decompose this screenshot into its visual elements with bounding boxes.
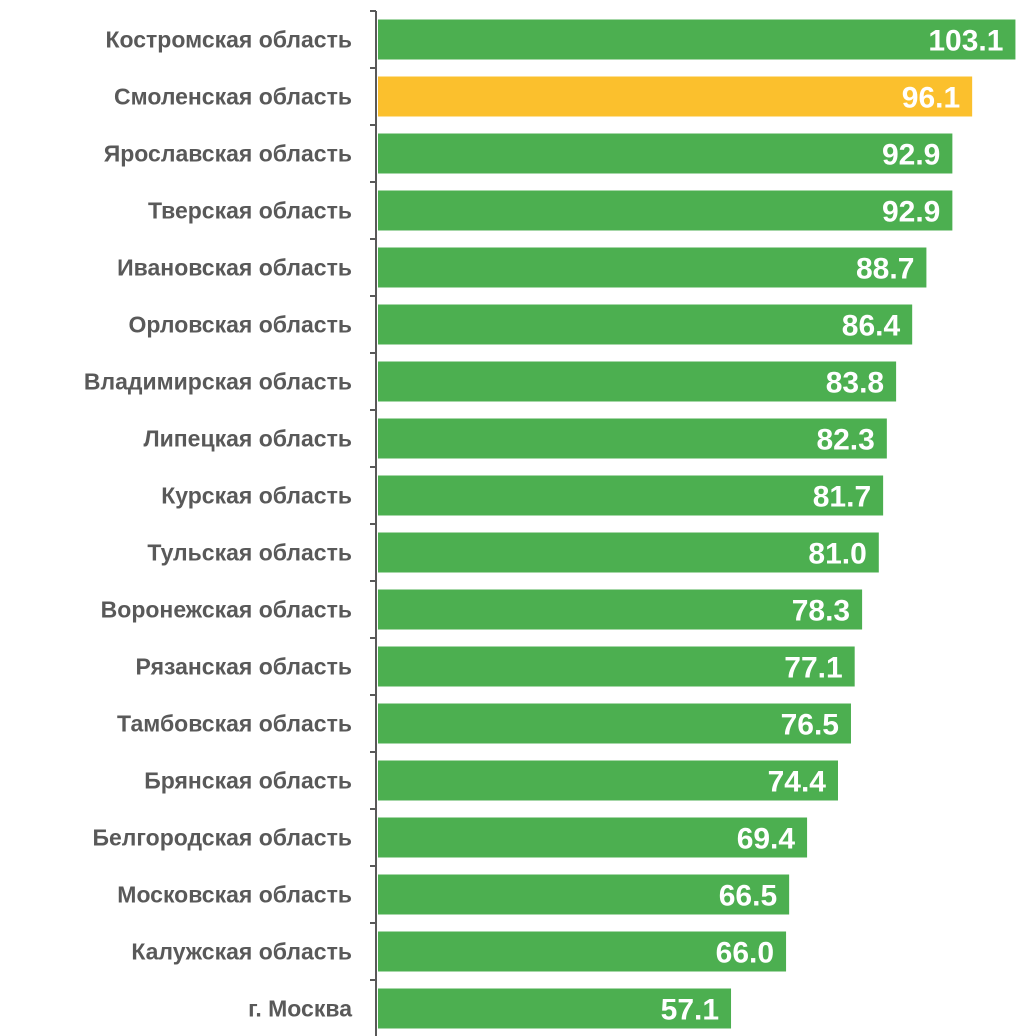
category-label: Тульская область: [147, 540, 352, 566]
bar: [378, 304, 913, 345]
bar: [378, 646, 855, 687]
category-label: Орловская область: [129, 312, 352, 338]
bar: [378, 361, 897, 402]
bar: [378, 190, 953, 231]
category-label: Липецкая область: [144, 426, 353, 452]
category-label: Калужская область: [131, 939, 352, 965]
category-label: Смоленская область: [114, 84, 352, 110]
value-label: 86.4: [842, 310, 901, 343]
value-label: 66.0: [716, 937, 774, 970]
value-label: 66.5: [719, 880, 777, 913]
value-label: 92.9: [882, 196, 940, 229]
bar: [378, 817, 808, 858]
bar: [378, 418, 887, 459]
value-label: 82.3: [816, 424, 874, 457]
bar: [378, 988, 732, 1029]
value-label: 57.1: [661, 994, 719, 1027]
value-label: 103.1: [928, 25, 1003, 58]
bar: [378, 760, 838, 801]
category-label: Брянская область: [144, 768, 352, 794]
value-label: 78.3: [792, 595, 850, 628]
value-label: 92.9: [882, 139, 940, 172]
bar: [378, 475, 884, 516]
bar: [378, 532, 879, 573]
bar: [378, 76, 973, 117]
category-label: Воронежская область: [101, 597, 352, 623]
value-label: 69.4: [737, 823, 796, 856]
category-label: Курская область: [161, 483, 352, 509]
bar: [378, 133, 953, 174]
bar: [378, 19, 1016, 60]
value-label: 88.7: [856, 253, 914, 286]
category-label: Костромская область: [105, 27, 352, 53]
value-label: 81.7: [813, 481, 871, 514]
bar: [378, 589, 863, 630]
value-label: 77.1: [784, 652, 842, 685]
bar: [378, 874, 790, 915]
value-label: 74.4: [768, 766, 827, 799]
category-label: Владимирская область: [84, 369, 352, 395]
bar: [378, 247, 927, 288]
value-label: 96.1: [902, 82, 960, 115]
category-label: Ярославская область: [104, 141, 352, 167]
value-label: 83.8: [826, 367, 884, 400]
category-label: Рязанская область: [136, 654, 352, 680]
bar: [378, 931, 787, 972]
category-label: Тамбовская область: [117, 711, 352, 737]
category-label: Московская область: [117, 882, 352, 908]
bar: [378, 703, 851, 744]
category-label: Тверская область: [148, 198, 352, 224]
category-label: Белгородская область: [92, 825, 352, 851]
category-label: Ивановская область: [117, 255, 352, 281]
value-label: 76.5: [781, 709, 839, 742]
value-label: 81.0: [808, 538, 866, 571]
category-label: г. Москва: [248, 996, 352, 1022]
